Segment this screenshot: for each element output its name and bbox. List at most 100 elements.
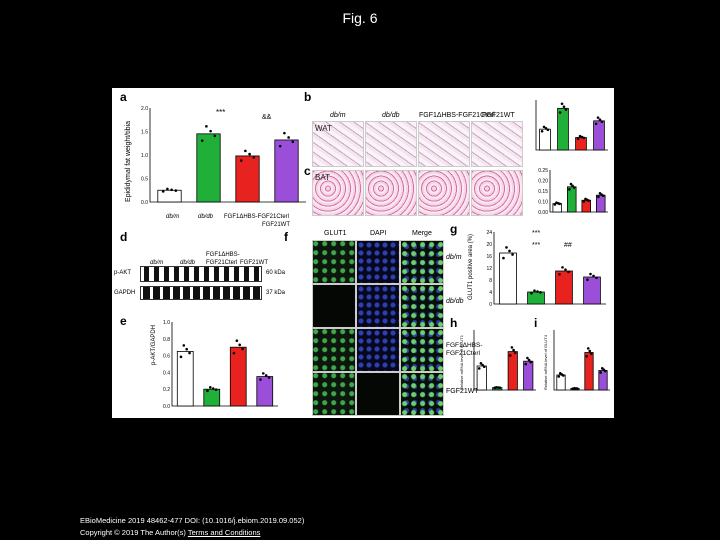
chart-a-point — [252, 156, 256, 159]
bat-label: BAT — [315, 173, 330, 182]
chart-b-bar — [539, 128, 551, 151]
chart-e-bar — [229, 346, 247, 407]
chart-b-point — [546, 128, 550, 132]
chart-h-point — [527, 358, 531, 362]
chart-g-point — [511, 253, 514, 256]
chart-a-point — [244, 149, 247, 153]
bat-image-fgf1 — [418, 170, 470, 216]
chart-h-point — [477, 367, 481, 370]
chart-h — [473, 330, 536, 391]
f-fgf21-merge — [400, 372, 444, 416]
chart-b-bar — [557, 107, 569, 151]
chart-e-ytick: 0.8 — [163, 337, 170, 343]
panel-a-sig-treat: && — [262, 114, 272, 121]
slide-title: Fig. 6 — [342, 10, 378, 26]
f-fgf21-dapi — [356, 372, 400, 416]
f-dbdb-merge — [400, 284, 444, 328]
panel-a-xlabel-dbm: db/m — [166, 214, 180, 220]
f-fgf1-glut1 — [312, 328, 356, 372]
chart-a-bar — [235, 155, 260, 203]
chart-h-point — [512, 348, 515, 352]
panel-f-row-dbdb: db/db — [446, 298, 464, 305]
chart-b-point — [598, 118, 602, 121]
chart-g-ytick: 12 — [486, 266, 492, 272]
chart-g-bar — [555, 270, 573, 305]
chart-a-point — [239, 159, 243, 162]
chart-g-point — [539, 291, 542, 294]
panel-f-col-glut1: GLUT1 — [324, 230, 347, 237]
chart-a-ytick: 2.0 — [141, 106, 148, 112]
chart-a-point — [283, 131, 286, 135]
chart-h-point — [513, 351, 517, 355]
chart-h-point — [481, 363, 484, 367]
chart-c-point — [571, 184, 574, 188]
bat-image-fgf21 — [471, 170, 523, 216]
chart-b-point — [542, 125, 546, 129]
chart-g-ytick: 20 — [486, 242, 492, 248]
chart-b-point — [600, 120, 604, 124]
chart-g-point — [536, 290, 539, 293]
terms-link[interactable]: Terms and Conditions — [187, 528, 261, 537]
chart-e-point — [238, 343, 241, 347]
chart-a-point — [166, 187, 169, 191]
f-fgf1-merge — [400, 328, 444, 372]
panel-f-row-dbm: db/m — [446, 254, 462, 261]
chart-a-point — [287, 136, 290, 139]
chart-a-bar — [274, 139, 299, 203]
chart-e-bar — [176, 351, 194, 407]
chart-e-bar — [256, 376, 274, 407]
chart-g-point — [567, 270, 570, 274]
chart-i-point — [586, 347, 590, 350]
chart-a-ytick: 1.5 — [141, 130, 148, 136]
chart-c-ytick: 0.20 — [538, 179, 548, 185]
panel-bc-header-fgf21: FGF21WT — [482, 112, 515, 119]
chart-b-point — [560, 102, 564, 106]
chart-a-point — [278, 144, 282, 148]
caption-copyright: Copyright © 2019 The Author(s) — [80, 528, 186, 537]
chart-a: 0.0 0.5 1.0 1.5 2.0 — [141, 106, 306, 206]
chart-c-ytick: 0.25 — [538, 168, 548, 174]
chart-b-bar — [593, 120, 605, 151]
chart-b-point — [596, 116, 600, 119]
chart-g-point — [564, 268, 567, 271]
chart-b-point — [580, 135, 584, 139]
chart-e-bar — [203, 388, 221, 407]
chart-a-point — [170, 188, 173, 192]
blot-pakt — [140, 266, 262, 282]
panel-a-xlabel-fgf21: FGF21WT — [262, 222, 290, 228]
chart-a-bar — [196, 133, 221, 203]
chart-b-point — [564, 108, 568, 111]
panel-g-label: g — [450, 222, 458, 236]
panel-b-label: b — [304, 90, 312, 104]
panel-h-label: h — [450, 316, 458, 330]
chart-i-point — [603, 369, 607, 373]
chart-e-point — [232, 351, 236, 355]
chart-h-point — [529, 360, 533, 364]
chart-b-point — [594, 122, 598, 126]
panel-i-label: i — [534, 316, 538, 330]
chart-e-point — [209, 386, 212, 389]
chart-g-ytick: 0 — [489, 302, 492, 308]
chart-i-point — [588, 349, 592, 353]
chart-a-ytick: 0.0 — [141, 200, 148, 206]
chart-g-point — [558, 273, 561, 276]
wat-label: WAT — [315, 124, 332, 133]
chart-c-point — [553, 203, 557, 206]
chart-h-point — [498, 386, 502, 389]
chart-g-ytick: 8 — [489, 278, 492, 284]
wat-image-dbm — [312, 121, 364, 167]
chart-e-ytick: 0.6 — [163, 354, 170, 360]
panel-f-row-fgf21: FGF21WT — [446, 388, 479, 395]
panel-d-col-fgf1b: FGF21Cterl — [206, 260, 238, 266]
caption-copyright-line: Copyright © 2019 The Author(s) Terms and… — [80, 528, 260, 537]
chart-b-point — [576, 137, 580, 141]
chart-g-ytick: 24 — [486, 230, 492, 236]
panel-c-label: c — [304, 164, 311, 178]
chart-g-point — [502, 256, 505, 260]
f-dbm-merge — [400, 240, 444, 284]
panel-d-row-gapdh: GAPDH — [114, 290, 136, 296]
chart-e-point — [206, 389, 209, 393]
chart-b-point — [582, 136, 586, 140]
chart-c-point — [568, 188, 571, 191]
panel-d-col-dbdb: db/db — [180, 260, 196, 266]
